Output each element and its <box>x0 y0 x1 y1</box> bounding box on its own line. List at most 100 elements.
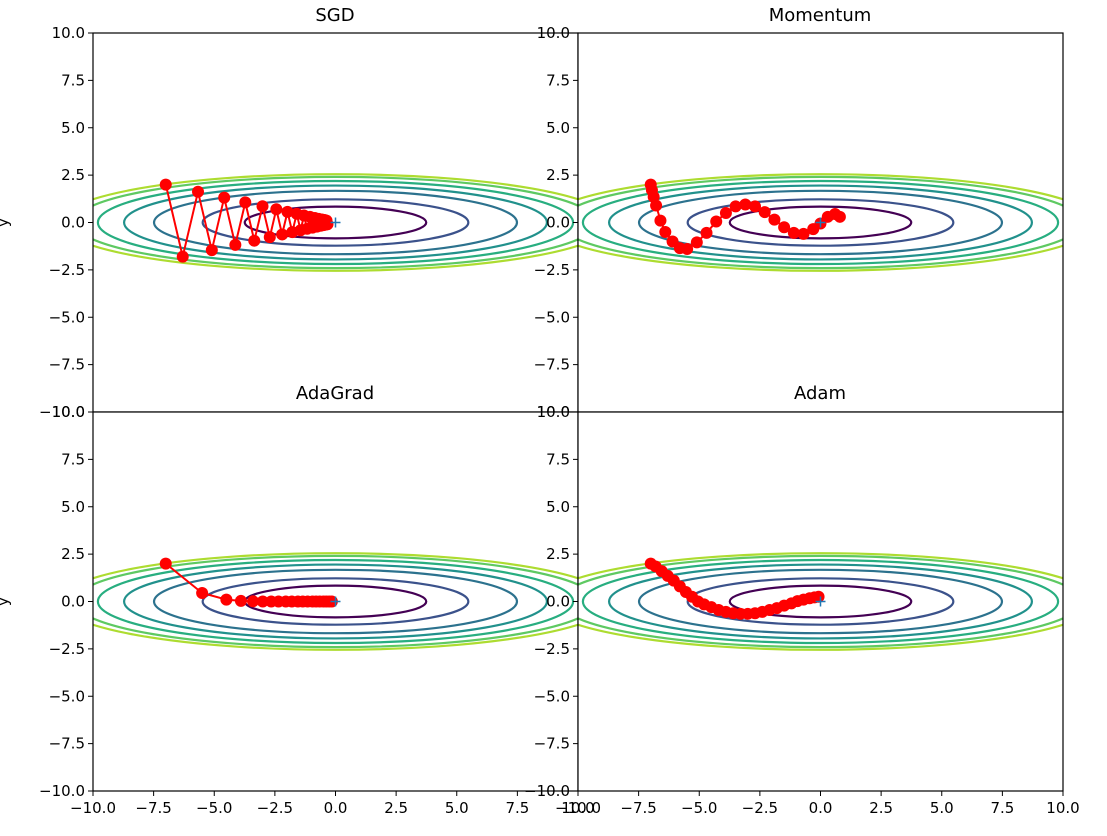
path-point <box>768 213 781 226</box>
y-tick-label: 5.0 <box>546 119 570 137</box>
y-tick-label: 0.0 <box>61 593 85 611</box>
path-point <box>239 196 252 209</box>
path-point <box>710 215 723 228</box>
path-point <box>739 198 752 211</box>
contour-level <box>686 198 955 247</box>
optimum-marker <box>330 217 341 228</box>
plot-content <box>578 552 1063 651</box>
contour-level <box>637 568 1004 635</box>
panel-sgd: −10.0 −7.5 −5.0 −2.5 0.0 2.5 5.0 7.5 10.0 y SGD <box>0 5 579 421</box>
path-point <box>787 226 800 239</box>
x-tick-label: 0.0 <box>324 799 348 817</box>
y-tick-label: 10.0 <box>52 403 85 421</box>
y-tick-label: −7.5 <box>49 356 85 374</box>
y-tick-label: −10.0 <box>39 403 85 421</box>
y-tick-label: 2.5 <box>546 166 570 184</box>
contour-level <box>607 563 1034 640</box>
plot-content <box>93 552 578 651</box>
y-tick-label: −7.5 <box>534 356 570 374</box>
path-point <box>176 250 189 263</box>
y-tick-label: −2.5 <box>49 261 85 279</box>
optimum-marker <box>330 596 341 607</box>
y-tick-label: −5.0 <box>49 308 85 326</box>
path-point <box>281 205 294 218</box>
y-tick-label: 2.5 <box>546 545 570 563</box>
y-tick-label: 7.5 <box>61 71 85 89</box>
path-point <box>700 226 713 239</box>
path-point <box>196 586 209 599</box>
y-tick-label: 2.5 <box>61 545 85 563</box>
y-tick-label: −7.5 <box>534 735 570 753</box>
y-tick-label: −10.0 <box>524 782 570 800</box>
plot-content <box>578 173 1063 272</box>
y-tick-label: 7.5 <box>546 71 570 89</box>
path-point <box>690 236 703 249</box>
y-tick-label: 5.0 <box>61 119 85 137</box>
path-point <box>159 178 172 191</box>
path-point <box>248 234 261 247</box>
contour-level <box>581 558 1060 645</box>
y-tick-label: −5.0 <box>534 308 570 326</box>
panel-title: Adam <box>794 383 846 404</box>
path-point <box>159 557 172 570</box>
path-point <box>205 244 218 257</box>
y-tick-label: 7.5 <box>61 450 85 468</box>
path-point <box>321 218 334 231</box>
optimum-marker <box>815 596 826 607</box>
plot-content <box>93 173 578 272</box>
path-point <box>654 214 667 227</box>
path-point <box>234 594 247 607</box>
y-tick-label: 2.5 <box>61 166 85 184</box>
path-point <box>758 206 771 219</box>
y-tick-label: 0.0 <box>546 214 570 232</box>
x-tick-label: −2.5 <box>257 799 293 817</box>
contour-level <box>243 205 428 240</box>
contour-level <box>607 184 1034 261</box>
y-axis-label: y <box>0 218 12 227</box>
y-tick-label: 0.0 <box>61 214 85 232</box>
contour-level <box>728 584 913 619</box>
path-point <box>681 243 694 256</box>
x-tick-label: 10.0 <box>561 799 594 817</box>
contour-level <box>201 198 470 247</box>
y-tick-label: −5.0 <box>49 687 85 705</box>
contour-level <box>578 173 1063 272</box>
path-point <box>247 595 260 608</box>
path-point <box>220 593 233 606</box>
path-point <box>833 210 846 223</box>
panel-adam: −10.0−7.5−5.0−2.50.02.55.07.510.0−10.0 −7… <box>524 383 1080 817</box>
path-point <box>749 200 762 213</box>
y-tick-label: −5.0 <box>534 687 570 705</box>
path-point <box>256 595 269 608</box>
panel-momentum: −10.0−7.5−5.0−2.50.02.55.07.510.0Momentu… <box>524 5 1064 421</box>
contour-level <box>637 189 1004 256</box>
x-tick-label: 0.0 <box>809 799 833 817</box>
contour-level <box>581 179 1060 266</box>
contour-level <box>93 552 578 651</box>
y-tick-label: −10.0 <box>39 782 85 800</box>
x-tick-label: −7.5 <box>620 799 656 817</box>
contour-level <box>122 563 549 640</box>
y-axis-label: y <box>0 597 12 606</box>
panel-adagrad: −10.0−7.5−5.0−2.50.02.55.07.510.0−10.0 −7… <box>0 383 595 817</box>
y-tick-label: 5.0 <box>546 498 570 516</box>
path-point <box>650 199 663 212</box>
x-tick-label: 5.0 <box>445 799 469 817</box>
path-point <box>812 590 825 603</box>
path-point <box>270 203 283 216</box>
contour-level <box>728 205 913 240</box>
path-point <box>276 228 289 241</box>
contour-level <box>201 577 470 626</box>
path-point <box>218 191 231 204</box>
y-tick-label: 10.0 <box>52 24 85 42</box>
panel-title: SGD <box>315 5 354 26</box>
x-tick-label: −10.0 <box>70 799 116 817</box>
contour-level <box>578 552 1063 651</box>
x-tick-label: 7.5 <box>990 799 1014 817</box>
x-tick-label: −5.0 <box>681 799 717 817</box>
y-tick-label: 7.5 <box>546 450 570 468</box>
y-tick-label: −2.5 <box>49 640 85 658</box>
y-tick-label: 5.0 <box>61 498 85 516</box>
x-tick-label: 2.5 <box>869 799 893 817</box>
